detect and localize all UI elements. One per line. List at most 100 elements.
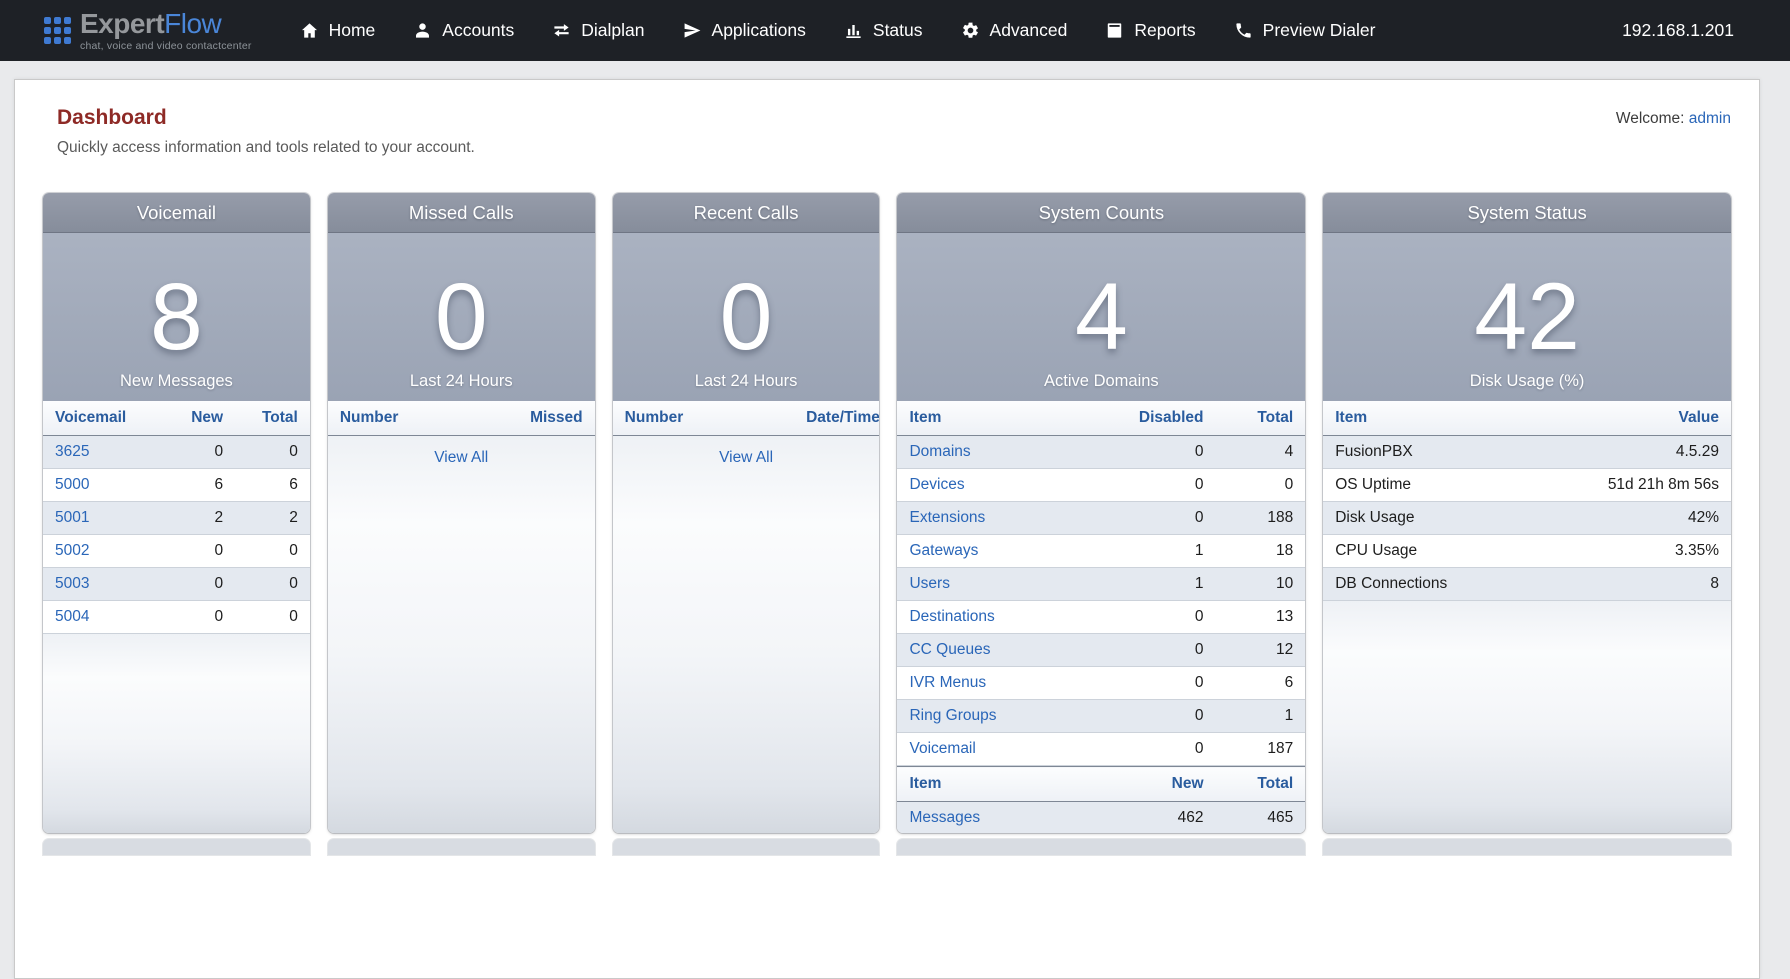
nav-item-preview-dialer[interactable]: Preview Dialer (1234, 20, 1375, 41)
welcome-user-link[interactable]: admin (1688, 110, 1731, 127)
panel-system-status: System Status 42 Disk Usage (%) Item Value Fu… (1323, 193, 1731, 833)
table-row: Devices 0 0 (897, 468, 1306, 502)
advanced-icon (961, 21, 980, 40)
row-link[interactable]: IVR Menus (909, 674, 987, 691)
nav-item-dialplan[interactable]: Dialplan (552, 20, 645, 41)
panel-metric-area: 8 New Messages (43, 233, 310, 401)
view-all-link[interactable]: View All (434, 449, 489, 466)
table-row: 5000 6 6 (43, 468, 310, 502)
row-link[interactable]: 5002 (55, 542, 90, 559)
row-link[interactable]: 5001 (55, 509, 90, 526)
table-row: FusionPBX 4.5.29 (1323, 435, 1731, 469)
cell: Destinations (897, 600, 1110, 634)
column-header: New (160, 401, 236, 436)
cell-value: 6 (235, 468, 310, 502)
cell: Domains (897, 435, 1110, 469)
row-link[interactable]: Destinations (909, 608, 995, 625)
cell: Users (897, 567, 1110, 601)
panel-title: Missed Calls (327, 193, 595, 233)
row-link[interactable]: Domains (909, 443, 971, 460)
cell-value: 12 (1215, 633, 1306, 667)
cell-value: 13 (1215, 600, 1306, 634)
panel-metric-area: 0 Last 24 Hours (612, 233, 880, 401)
nav-item-home[interactable]: Home (300, 20, 375, 41)
brand-logo[interactable]: ExpertFlow chat, voice and video contact… (44, 9, 252, 52)
cell-value: 0 (160, 567, 236, 601)
nav-item-accounts[interactable]: Accounts (413, 20, 514, 41)
row-link[interactable]: CC Queues (909, 641, 991, 658)
cell-value: 0 (235, 600, 310, 634)
row-link[interactable]: Extensions (909, 509, 986, 526)
cell-value: 0 (1109, 633, 1216, 667)
page-subtitle: Quickly access information and tools rel… (57, 139, 475, 156)
row-link[interactable]: 3625 (55, 443, 90, 460)
panel-stub (1323, 839, 1731, 855)
preview-dialer-icon (1234, 21, 1253, 40)
cell-value: 1 (1109, 534, 1216, 568)
home-icon (300, 21, 319, 40)
column-header: Missed (474, 401, 595, 436)
column-header: Disabled (1109, 401, 1216, 436)
row-link[interactable]: 5004 (55, 608, 90, 625)
cell-value: 0 (1109, 468, 1216, 502)
cell-value: 0 (160, 600, 236, 634)
row-link[interactable]: Devices (909, 476, 965, 493)
row-link[interactable]: Gateways (909, 542, 979, 559)
table-row: Ring Groups 0 1 (897, 699, 1306, 733)
panel-metric-area: 42 Disk Usage (%) (1323, 233, 1731, 401)
table-row: CPU Usage 3.35% (1323, 534, 1731, 568)
metric-value: 42 (1474, 263, 1580, 370)
metric-caption: Last 24 Hours (409, 372, 513, 390)
cell-value: 0 (235, 534, 310, 568)
nav-item-label: Applications (711, 20, 806, 40)
dialplan-icon (552, 21, 571, 40)
reports-icon (1105, 21, 1124, 40)
row-link[interactable]: Messages (909, 809, 981, 826)
column-header: Number (327, 401, 475, 436)
metric-value: 0 (719, 263, 773, 370)
row-link[interactable]: Voicemail (909, 740, 976, 757)
row-link[interactable]: 5003 (55, 575, 90, 592)
column-header: Number (612, 401, 795, 436)
column-header: Date/Time (794, 401, 880, 436)
cell: 5003 (43, 567, 161, 601)
nav-item-status[interactable]: Status (844, 20, 923, 41)
metric-caption: Last 24 Hours (694, 372, 798, 390)
column-header: Total (1215, 766, 1306, 802)
cell: 5000 (43, 468, 161, 502)
panel-table-recent-calls: Number Date/Time (612, 401, 880, 436)
panel-metric-area: 4 Active Domains (897, 233, 1306, 401)
table-row: 5001 2 2 (43, 501, 310, 535)
view-all-link[interactable]: View All (719, 449, 774, 466)
panel-system-counts: System Counts 4 Active Domains Item Disabled… (897, 193, 1306, 833)
panel-title: System Status (1323, 193, 1731, 233)
panel-stub (897, 839, 1306, 855)
column-header: Item (897, 401, 1110, 436)
panel-title: Recent Calls (612, 193, 880, 233)
table-row: IVR Menus 0 6 (897, 666, 1306, 700)
table-row: OS Uptime 51d 21h 8m 56s (1323, 468, 1731, 502)
cell-value: 0 (1215, 468, 1306, 502)
nav-menu: Home Accounts Dialplan Applications Status Ad… (300, 20, 1375, 41)
row-link[interactable]: Users (909, 575, 950, 592)
table-row: Extensions 0 188 (897, 501, 1306, 535)
column-header: New (1109, 766, 1216, 802)
cell-value: 4.5.29 (1527, 435, 1731, 469)
cell: Extensions (897, 501, 1110, 535)
nav-item-reports[interactable]: Reports (1105, 20, 1196, 41)
nav-item-applications[interactable]: Applications (683, 20, 806, 41)
cell-value: 0 (160, 435, 236, 469)
nav-item-advanced[interactable]: Advanced (961, 20, 1067, 41)
panel-empty-area: View All (327, 436, 595, 833)
row-link[interactable]: Ring Groups (909, 707, 997, 724)
cell-value: 10 (1215, 567, 1306, 601)
row-link[interactable]: 5000 (55, 476, 90, 493)
cell: 5002 (43, 534, 161, 568)
cell: IVR Menus (897, 666, 1110, 700)
table-row: Domains 0 4 (897, 435, 1306, 469)
status-icon (844, 21, 863, 40)
cell-value: 8 (1527, 567, 1731, 601)
column-header: Item (1323, 401, 1528, 436)
panel-table-system-status: Item Value FusionPBX 4.5.29 OS Uptime 51d 21h… (1323, 401, 1731, 601)
cell-value: FusionPBX (1323, 435, 1528, 469)
